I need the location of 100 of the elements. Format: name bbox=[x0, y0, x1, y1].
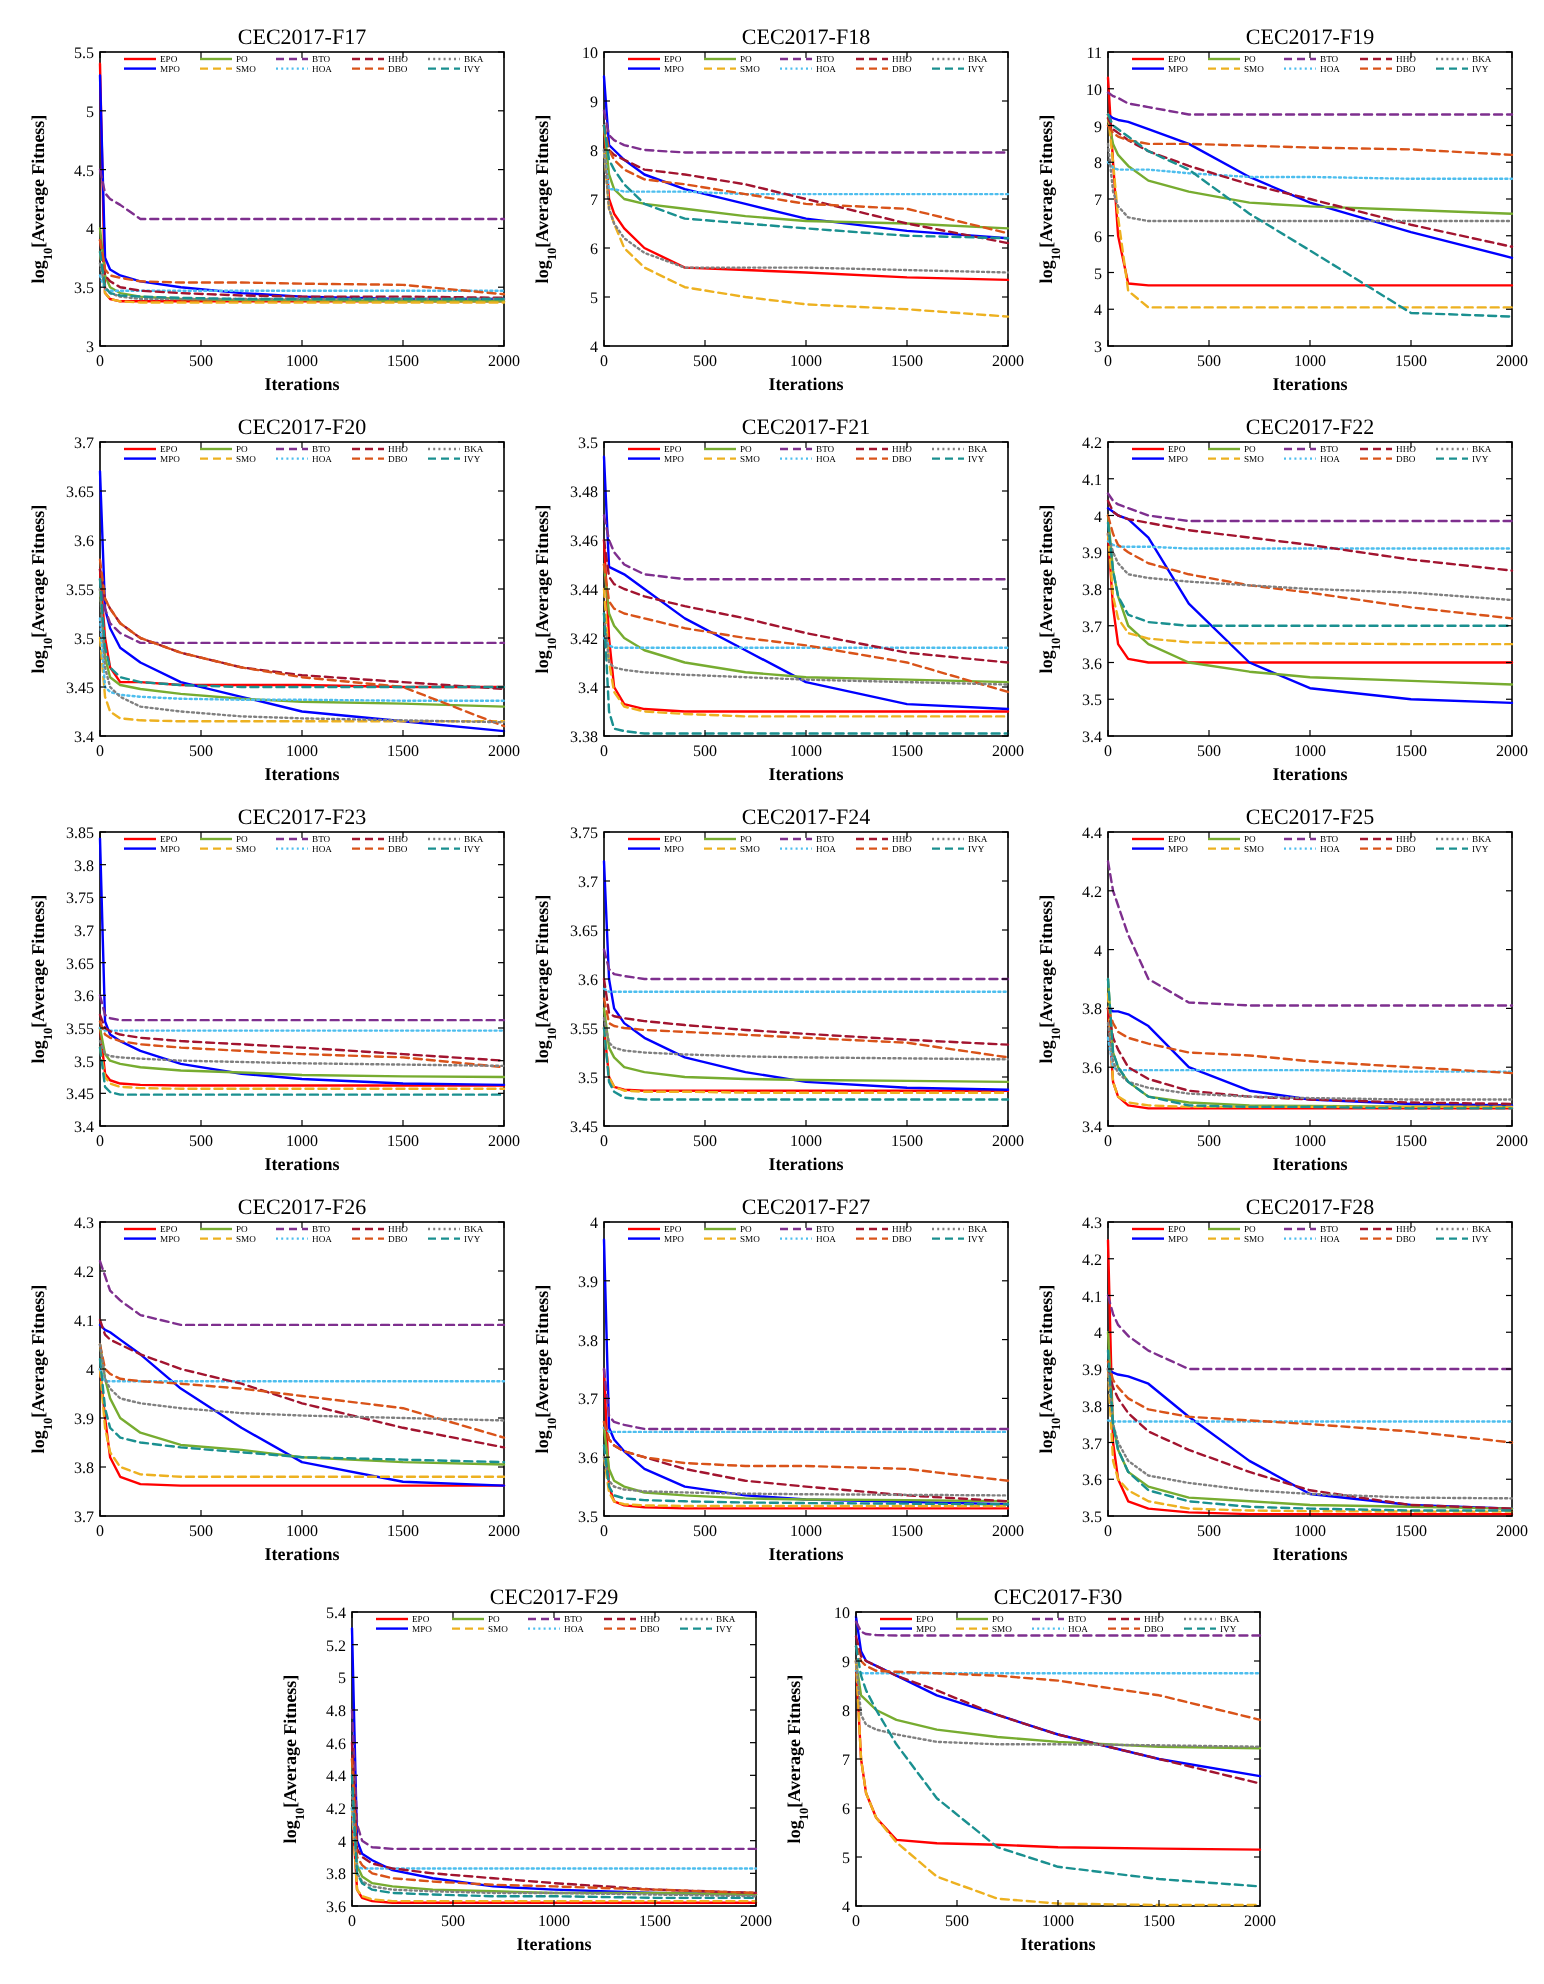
x-tick-label: 1500 bbox=[1395, 1522, 1427, 1540]
x-tick-label: 1000 bbox=[286, 742, 318, 760]
y-tick-label: 4.1 bbox=[1082, 470, 1102, 489]
y-tick-label: 3.6 bbox=[578, 971, 598, 989]
line-series bbox=[98, 617, 506, 702]
x-axis-title: Iterations bbox=[1020, 1934, 1097, 1954]
y-tick-label: 3.4 bbox=[578, 679, 598, 697]
line-series bbox=[1106, 1021, 1514, 1101]
x-tick-label: 1000 bbox=[1294, 352, 1326, 370]
line-series bbox=[1106, 1036, 1514, 1073]
y-tick-label: 4.3 bbox=[1082, 1214, 1102, 1232]
x-axis-title: Iterations bbox=[264, 1544, 341, 1564]
y-tick-label: 9 bbox=[842, 1653, 850, 1671]
x-tick-label: 2000 bbox=[1496, 742, 1528, 760]
line-series bbox=[602, 860, 1010, 1091]
x-tick-label: 0 bbox=[348, 1912, 356, 1930]
y-tick-label: 5.4 bbox=[326, 1604, 346, 1622]
chart-title: CEC2017-F24 bbox=[741, 806, 872, 830]
y-tick-label: 4 bbox=[1094, 941, 1102, 960]
y-tick-label: 3.5 bbox=[1082, 691, 1102, 710]
chart-title: CEC2017-F26 bbox=[237, 1196, 368, 1220]
y-tick-label: 3.6 bbox=[1082, 1471, 1102, 1490]
line-series bbox=[1106, 1007, 1514, 1075]
x-tick-label: 1500 bbox=[1143, 1912, 1175, 1930]
x-tick-label: 2000 bbox=[1244, 1912, 1276, 1930]
y-tick-label: 4 bbox=[842, 1898, 850, 1916]
line-series bbox=[98, 1343, 506, 1439]
chart-title: CEC2017-F25 bbox=[1245, 806, 1376, 830]
line-series bbox=[1106, 116, 1514, 215]
line-series bbox=[98, 1343, 506, 1422]
line-series bbox=[98, 470, 506, 733]
line-series bbox=[602, 148, 1010, 318]
x-tick-label: 500 bbox=[189, 742, 213, 760]
x-tick-label: 1000 bbox=[790, 352, 822, 370]
x-tick-label: 500 bbox=[1197, 1132, 1221, 1150]
x-tick-label: 1000 bbox=[286, 1522, 318, 1540]
line-series bbox=[350, 1708, 758, 1851]
line-series bbox=[1106, 124, 1514, 157]
line-series bbox=[98, 994, 506, 1022]
y-tick-label: 3.6 bbox=[74, 987, 94, 1006]
x-tick-label: 0 bbox=[600, 742, 608, 760]
line-series bbox=[1106, 499, 1514, 572]
x-tick-label: 2000 bbox=[488, 352, 520, 370]
x-tick-label: 2000 bbox=[488, 1132, 520, 1150]
line-series bbox=[98, 227, 506, 303]
line-series bbox=[98, 837, 506, 1087]
y-tick-label: 3.5 bbox=[74, 279, 94, 298]
y-tick-label: 7 bbox=[590, 191, 598, 209]
x-axis-title: Iterations bbox=[768, 1154, 845, 1174]
x-tick-label: 500 bbox=[441, 1912, 465, 1930]
y-tick-label: 4 bbox=[590, 1214, 598, 1232]
line-series bbox=[602, 1456, 1010, 1508]
y-tick-label: 3.7 bbox=[74, 434, 94, 452]
chart-title: CEC2017-F18 bbox=[741, 26, 872, 50]
x-tick-label: 2000 bbox=[488, 1522, 520, 1540]
x-tick-label: 500 bbox=[693, 1132, 717, 1150]
y-tick-label: 4.1 bbox=[1082, 1287, 1102, 1306]
y-tick-label: 3.45 bbox=[66, 1085, 94, 1104]
y-tick-label: 3.46 bbox=[570, 532, 598, 550]
x-tick-label: 1000 bbox=[286, 352, 318, 370]
chart-title: CEC2017-F30 bbox=[993, 1586, 1124, 1610]
line-series bbox=[602, 1456, 1010, 1497]
x-tick-label: 0 bbox=[600, 1132, 608, 1150]
line-series bbox=[854, 1620, 1262, 1637]
y-tick-label: 3.7 bbox=[1082, 617, 1102, 636]
y-tick-label: 3.9 bbox=[578, 1272, 598, 1291]
x-tick-label: 500 bbox=[189, 1132, 213, 1150]
x-axis-title: Iterations bbox=[768, 1544, 845, 1564]
y-tick-label: 3.55 bbox=[570, 1020, 598, 1038]
x-tick-label: 1500 bbox=[1395, 352, 1427, 370]
y-tick-label: 3.6 bbox=[74, 532, 94, 550]
y-tick-label: 3.5 bbox=[578, 1508, 598, 1526]
x-tick-label: 1000 bbox=[790, 1132, 822, 1150]
y-tick-label: 3.6 bbox=[326, 1898, 346, 1916]
line-series bbox=[854, 1645, 1262, 1721]
x-axis-title: Iterations bbox=[768, 374, 845, 394]
x-tick-label: 1500 bbox=[387, 1522, 419, 1540]
y-tick-label: 3.5 bbox=[578, 1069, 598, 1087]
y-tick-label: 3.75 bbox=[570, 824, 598, 842]
x-tick-label: 500 bbox=[693, 352, 717, 370]
x-tick-label: 0 bbox=[96, 352, 104, 370]
x-tick-label: 1500 bbox=[387, 742, 419, 760]
line-series bbox=[98, 1039, 506, 1068]
y-tick-label: 4 bbox=[86, 1361, 94, 1379]
line-series bbox=[602, 148, 1010, 274]
y-tick-label: 5 bbox=[842, 1849, 850, 1867]
y-tick-label: 3.7 bbox=[74, 1508, 94, 1526]
chart-title: CEC2017-F27 bbox=[741, 1196, 872, 1220]
y-tick-label: 4.4 bbox=[1082, 824, 1102, 842]
x-tick-label: 2000 bbox=[992, 742, 1024, 760]
y-tick-label: 5 bbox=[338, 1669, 346, 1688]
line-series bbox=[1106, 492, 1514, 523]
line-series bbox=[602, 538, 1010, 664]
line-series bbox=[98, 1020, 506, 1069]
y-tick-label: 4 bbox=[338, 1832, 346, 1851]
line-series bbox=[98, 558, 506, 728]
chart-title: CEC2017-F23 bbox=[237, 806, 368, 830]
y-tick-label: 6 bbox=[842, 1800, 850, 1818]
y-tick-label: 5 bbox=[86, 102, 94, 121]
line-series bbox=[98, 636, 506, 723]
